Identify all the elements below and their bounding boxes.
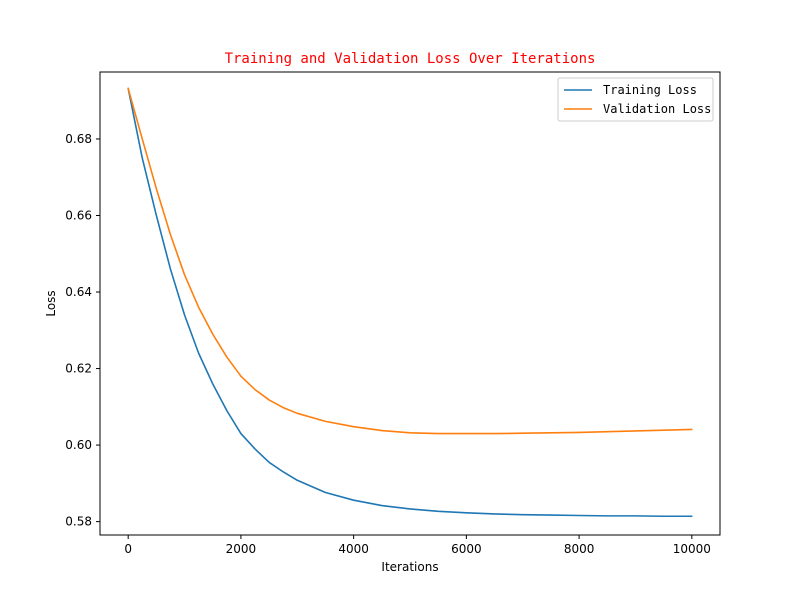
y-tick-label: 0.64: [65, 285, 92, 299]
y-tick-label: 0.68: [65, 132, 92, 146]
plot-area: [99, 71, 721, 536]
series-layer: [127, 87, 693, 518]
x-tick-label: 10000: [673, 542, 711, 556]
x-tick-label: 4000: [338, 542, 369, 556]
y-tick-label: 0.58: [65, 515, 92, 529]
legend-label: Training Loss: [603, 83, 697, 97]
series-line-validation-loss: [127, 87, 693, 435]
x-tick-label: 0: [124, 542, 132, 556]
y-axis: 0.58 0.60 0.62 0.64 0.66 0.68: [65, 132, 100, 529]
y-tick-label: 0.66: [65, 208, 92, 222]
x-tick-label: 2000: [226, 542, 257, 556]
x-tick-label: 6000: [451, 542, 482, 556]
y-tick-label: 0.62: [65, 362, 92, 376]
y-tick-label: 0.60: [65, 438, 92, 452]
legend-label: Validation Loss: [603, 102, 711, 116]
x-axis: 0 2000 4000 6000 8000 10000: [124, 535, 711, 556]
y-axis-label: Loss: [44, 290, 58, 316]
series-line-training-loss: [127, 87, 693, 518]
legend: Training Loss Validation Loss: [557, 77, 714, 122]
chart-title: Training and Validation Loss Over Iterat…: [225, 51, 596, 67]
x-axis-label: Iterations: [381, 560, 438, 574]
plot-frame: [99, 71, 721, 536]
x-tick-label: 8000: [564, 542, 595, 556]
legend-box: [557, 77, 714, 122]
